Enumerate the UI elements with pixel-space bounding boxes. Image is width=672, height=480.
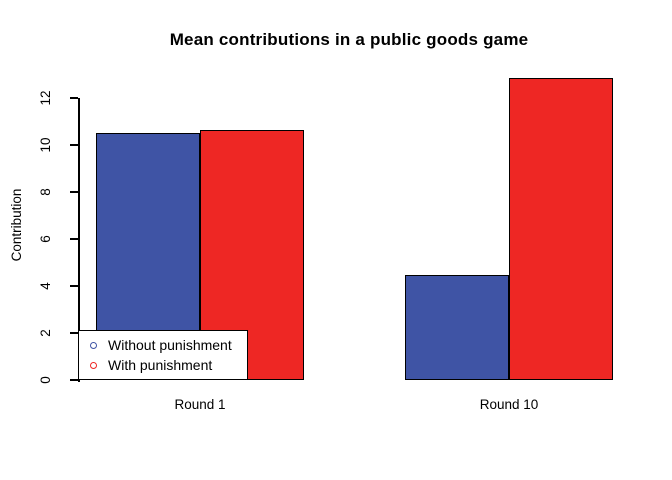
- y-tick-label: 6: [38, 235, 53, 243]
- y-tick-label: 10: [38, 137, 53, 153]
- x-category-label: Round 1: [174, 397, 226, 412]
- legend-item-label: Without punishment: [108, 337, 232, 353]
- y-tick: [70, 191, 78, 193]
- x-category-label: Round 10: [479, 397, 539, 412]
- chart-title: Mean contributions in a public goods gam…: [169, 30, 529, 49]
- legend-item: With punishment: [79, 355, 247, 375]
- legend-item: Without punishment: [79, 335, 247, 355]
- legend-item-label: With punishment: [108, 357, 213, 373]
- y-tick: [70, 238, 78, 240]
- y-tick-label: 4: [38, 282, 53, 290]
- y-tick: [70, 379, 78, 381]
- y-tick: [70, 332, 78, 334]
- y-tick-label: 0: [38, 376, 53, 384]
- y-axis: [78, 98, 80, 382]
- y-tick: [70, 144, 78, 146]
- legend-swatch-circle: [90, 361, 97, 369]
- y-tick-label: 12: [38, 90, 53, 106]
- legend-swatch-circle: [90, 341, 97, 349]
- legend: Without punishment With punishment: [78, 330, 248, 380]
- y-tick-label: 2: [38, 329, 53, 337]
- y-tick: [70, 97, 78, 99]
- bar-without-punishment-round-10: [405, 275, 509, 380]
- y-tick-label: 8: [38, 188, 53, 196]
- y-tick: [70, 285, 78, 287]
- bar-with-punishment-round-10: [509, 78, 613, 380]
